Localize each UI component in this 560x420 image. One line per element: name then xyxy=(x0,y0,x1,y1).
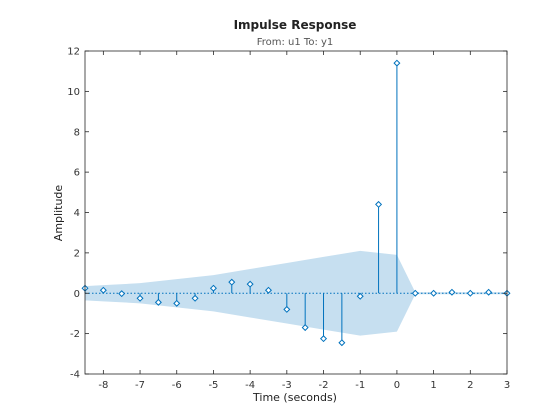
plot-area xyxy=(85,51,507,374)
y-axis-label: Amplitude xyxy=(52,185,65,242)
stem-marker xyxy=(264,286,272,294)
stem-marker xyxy=(228,278,236,286)
y-tick-label: -4 xyxy=(70,370,80,381)
x-axis-label: Time (seconds) xyxy=(252,391,337,404)
stem-marker xyxy=(301,324,309,332)
chart-subtitle: From: u1 To: y1 xyxy=(257,37,334,48)
x-tick-label: -7 xyxy=(135,380,145,391)
stem-marker xyxy=(485,288,493,296)
x-tick-label: -3 xyxy=(282,380,292,391)
stem-marker xyxy=(430,289,438,297)
x-tick-label: -2 xyxy=(319,380,329,391)
x-tick-label: 0 xyxy=(394,380,400,391)
stem-marker xyxy=(375,200,383,208)
x-tick-label: -1 xyxy=(355,380,365,391)
y-tick-label: 2 xyxy=(74,248,80,259)
stem-marker xyxy=(448,288,456,296)
stem-marker xyxy=(191,294,199,302)
stem-marker xyxy=(356,292,364,300)
stem-marker xyxy=(393,59,401,67)
stem-marker xyxy=(173,299,181,307)
stem-marker xyxy=(283,305,291,313)
y-tick-label: -2 xyxy=(70,329,80,340)
stem-marker xyxy=(338,339,346,347)
stem-marker xyxy=(99,286,107,294)
stem-marker xyxy=(154,298,162,306)
x-tick-label: -4 xyxy=(245,380,255,391)
y-tick-label: 10 xyxy=(67,87,80,98)
chart-title: Impulse Response xyxy=(234,18,357,32)
y-tick-label: 4 xyxy=(74,208,80,219)
y-tick-label: 0 xyxy=(74,289,80,300)
stem-marker xyxy=(118,290,126,298)
stem-marker xyxy=(466,289,474,297)
x-tick-label: -6 xyxy=(172,380,182,391)
stem-layer xyxy=(81,59,511,347)
y-tick-label: 8 xyxy=(74,127,80,138)
x-tick-label: 3 xyxy=(504,380,510,391)
stem-marker xyxy=(320,335,328,343)
y-tick-label: 12 xyxy=(67,47,80,58)
x-tick-label: 2 xyxy=(467,380,473,391)
x-tick-label: 1 xyxy=(430,380,436,391)
x-tick-label: -5 xyxy=(208,380,218,391)
stem-marker xyxy=(209,284,217,292)
x-tick-label: -8 xyxy=(98,380,108,391)
stem-marker xyxy=(411,289,419,297)
stem-marker xyxy=(246,280,254,288)
y-tick-label: 6 xyxy=(74,168,80,179)
stem-marker xyxy=(136,294,144,302)
